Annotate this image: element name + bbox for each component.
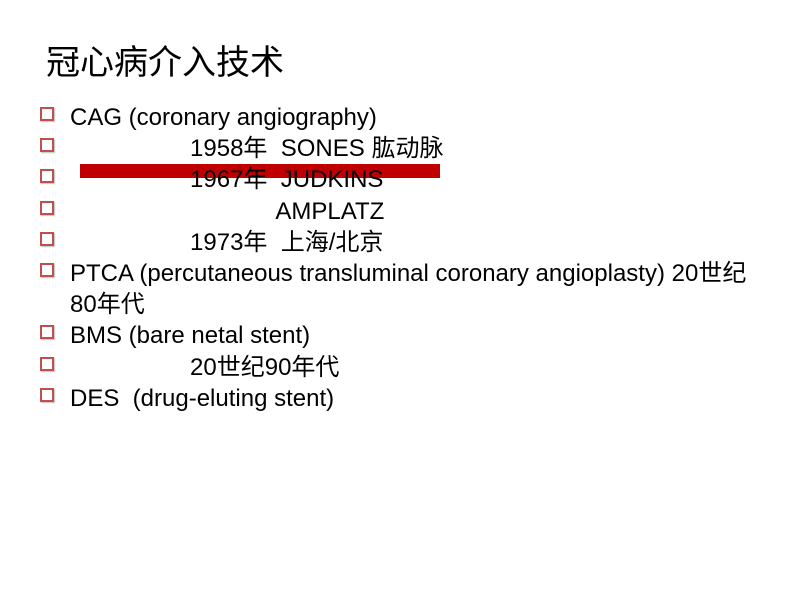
bullet-icon	[40, 169, 54, 183]
list-item-text: 20世纪90年代	[70, 354, 339, 381]
slide: 冠心病介入技术 CAG (coronary angiography) 1958年…	[0, 0, 800, 600]
list-item: DES (drug-eluting stent)	[40, 383, 760, 414]
list-item-text: PTCA (percutaneous transluminal coronary…	[70, 260, 746, 318]
list-item: 20世纪90年代	[40, 352, 760, 383]
bullet-icon	[40, 138, 54, 152]
list-item: AMPLATZ	[40, 196, 760, 227]
bullet-icon	[40, 263, 54, 277]
bullet-icon	[40, 357, 54, 371]
list-item: 1967年 JUDKINS	[40, 164, 760, 195]
list-item: CAG (coronary angiography)	[40, 102, 760, 133]
slide-title: 冠心病介入技术	[46, 35, 760, 84]
bullet-icon	[40, 107, 54, 121]
list-item-text: 1958年 SONES 肱动脉	[70, 135, 443, 162]
bullet-icon	[40, 325, 54, 339]
list-item-text: AMPLATZ	[70, 198, 384, 225]
list-item-text: BMS (bare netal stent)	[70, 322, 310, 349]
list-item: BMS (bare netal stent)	[40, 320, 760, 351]
list-item: PTCA (percutaneous transluminal coronary…	[40, 258, 760, 320]
list-item-text: 1967年 JUDKINS	[70, 166, 383, 193]
list-item: 1958年 SONES 肱动脉	[40, 133, 760, 164]
list-item-text: CAG (coronary angiography)	[70, 104, 377, 131]
list-item-text: DES (drug-eluting stent)	[70, 385, 334, 412]
bullet-icon	[40, 232, 54, 246]
bullet-icon	[40, 388, 54, 402]
bullet-list: CAG (coronary angiography) 1958年 SONES 肱…	[40, 102, 760, 414]
list-item-text: 1973年 上海/北京	[70, 229, 383, 256]
list-item: 1973年 上海/北京	[40, 227, 760, 258]
bullet-icon	[40, 201, 54, 215]
